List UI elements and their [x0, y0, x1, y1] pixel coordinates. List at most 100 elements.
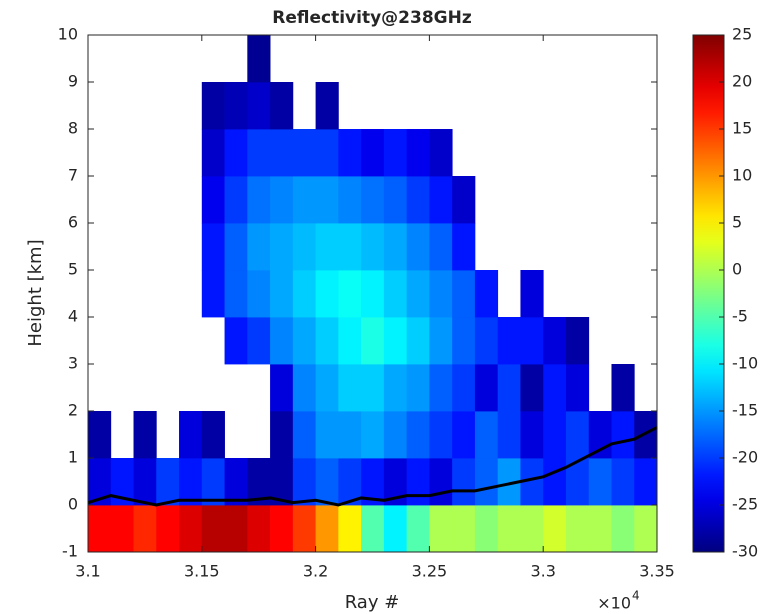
- heatmap-cell: [110, 458, 134, 506]
- heatmap-cell: [88, 458, 112, 506]
- heatmap-cell: [429, 458, 453, 506]
- heatmap-cell: [406, 411, 430, 459]
- heatmap-cell: [315, 411, 339, 459]
- heatmap-cell: [361, 458, 385, 506]
- heatmap-cell: [383, 411, 408, 459]
- x-multiplier-exponent: 4: [632, 589, 640, 603]
- heatmap-cell: [201, 129, 225, 177]
- heatmap-cell: [338, 317, 362, 365]
- heatmap-cell: [133, 458, 157, 506]
- heatmap-cell: [292, 364, 316, 412]
- heatmap-cell: [361, 317, 385, 365]
- heatmap-cell: [565, 317, 590, 365]
- heatmap-cell: [383, 176, 408, 224]
- heatmap-cell: [247, 223, 271, 271]
- heatmap-cell: [543, 317, 567, 365]
- y-axis-label: Height [km]: [25, 239, 46, 346]
- heatmap-cell: [452, 317, 476, 365]
- heatmap-cell: [520, 364, 544, 412]
- x-tick-label: 3.2: [303, 562, 328, 581]
- heatmap-cell: [315, 364, 339, 412]
- x-axis-label: Ray #: [345, 592, 400, 613]
- plot-frame: [87, 34, 658, 553]
- overlay: 3.1 3.15 3.2 3.25 3.3 3.35-1012345678910-30-2…: [58, 25, 759, 581]
- colorbar-tick-label: -30: [732, 542, 758, 561]
- heatmap-cell: [361, 411, 385, 459]
- heatmap-cell: [429, 505, 453, 553]
- heatmap-cell: [429, 129, 453, 177]
- heatmap-cell: [383, 364, 408, 412]
- y-tick-label: 5: [68, 260, 78, 279]
- heatmap-cell: [497, 317, 521, 365]
- heatmap-cell: [406, 364, 430, 412]
- colorbar-tick-label: -10: [732, 354, 758, 373]
- heatmap-cell: [474, 411, 499, 459]
- heatmap-cell: [474, 458, 499, 506]
- heatmap-cell: [292, 505, 316, 553]
- heatmap-cell: [270, 458, 294, 506]
- y-tick-label: 8: [68, 119, 78, 138]
- heatmap-cell: [383, 458, 408, 506]
- chart-title: Reflectivity@238GHz: [272, 8, 472, 28]
- heatmap-cell: [611, 458, 635, 506]
- y-tick-label: 0: [68, 495, 78, 514]
- heatmap-cell: [452, 270, 476, 318]
- heatmap-cell: [452, 411, 476, 459]
- heatmap-cell: [383, 317, 408, 365]
- heatmap-cell: [474, 270, 499, 318]
- heatmap-cell: [247, 317, 271, 365]
- heatmap-cell: [361, 270, 385, 318]
- heatmap-cell: [361, 223, 385, 271]
- heatmap-cell: [588, 505, 612, 553]
- heatmap-cell: [224, 129, 248, 177]
- heatmap-cell: [497, 505, 521, 553]
- heatmap-cell: [565, 505, 590, 553]
- heatmap-cell: [270, 129, 294, 177]
- heatmap-cell: [224, 458, 248, 506]
- heatmap-cell: [361, 176, 385, 224]
- heatmap-cell: [292, 129, 316, 177]
- heatmap-cell: [315, 270, 339, 318]
- colorbar-tick-label: -25: [732, 495, 758, 514]
- colorbar-tick-label: 20: [732, 72, 752, 91]
- heatmap-cell: [201, 411, 225, 459]
- heatmap-cell: [247, 176, 271, 224]
- heatmap-cell: [270, 505, 294, 553]
- heatmap-cell: [383, 223, 408, 271]
- heatmap-cell: [543, 364, 567, 412]
- heatmap-cell: [338, 411, 362, 459]
- heatmap-cell: [338, 458, 362, 506]
- heatmap-cell: [270, 317, 294, 365]
- heatmap-cell: [224, 270, 248, 318]
- heatmap-cell: [247, 129, 271, 177]
- heatmap-cell: [292, 223, 316, 271]
- heatmap-cell: [315, 223, 339, 271]
- heatmap-cell: [611, 411, 635, 459]
- heatmap-cell: [133, 505, 157, 553]
- heatmap-cell: [452, 176, 476, 224]
- heatmap-cell: [338, 176, 362, 224]
- y-tick-label: 6: [68, 213, 78, 232]
- y-tick-label: 3: [68, 354, 78, 373]
- heatmap-cell: [634, 458, 658, 506]
- heatmap-cell: [497, 458, 521, 506]
- heatmap: [88, 35, 658, 553]
- heatmap-cell: [156, 505, 180, 553]
- heatmap-cell: [292, 270, 316, 318]
- heatmap-cell: [88, 505, 112, 553]
- y-tick-label: 4: [68, 307, 78, 326]
- heatmap-cell: [588, 458, 612, 506]
- heatmap-cell: [133, 411, 157, 459]
- heatmap-cell: [383, 270, 408, 318]
- heatmap-cell: [270, 223, 294, 271]
- heatmap-cell: [497, 364, 521, 412]
- heatmap-cell: [224, 82, 248, 130]
- heatmap-cell: [452, 505, 476, 553]
- heatmap-cell: [292, 317, 316, 365]
- heatmap-cell: [201, 505, 225, 553]
- colorbar-tick-label: 25: [732, 25, 752, 44]
- heatmap-cell: [292, 176, 316, 224]
- y-tick-label: 1: [68, 448, 78, 467]
- heatmap-cell: [429, 411, 453, 459]
- heatmap-cell: [383, 505, 408, 553]
